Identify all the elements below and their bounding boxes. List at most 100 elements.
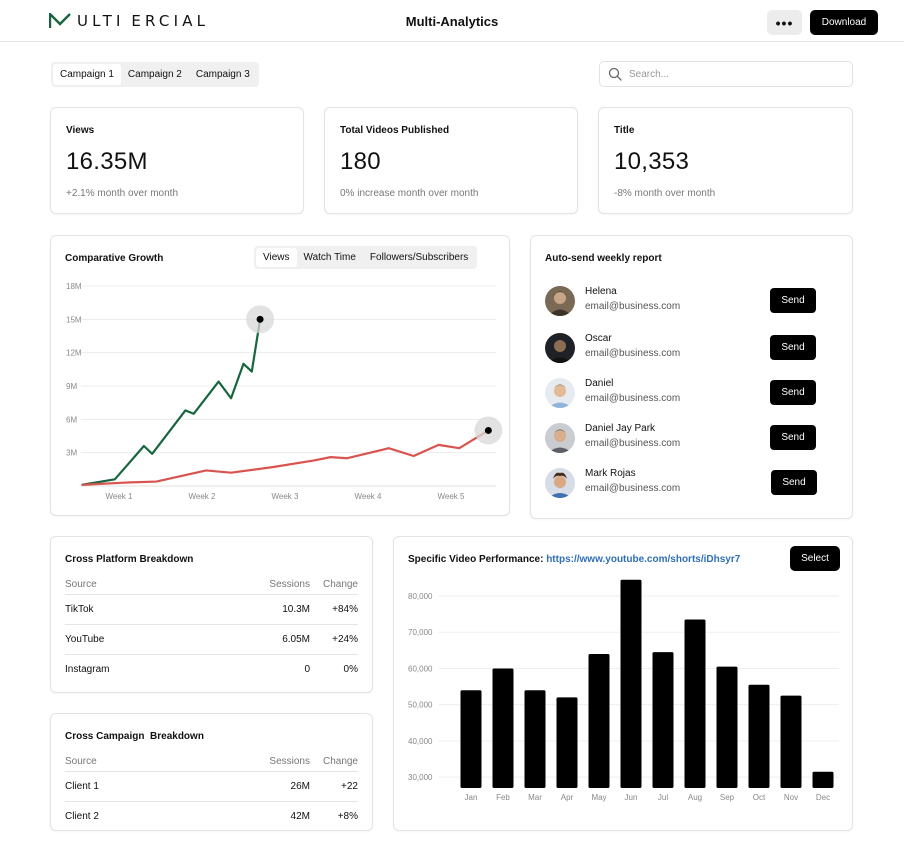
x-tick-label: May (591, 793, 606, 802)
video-performance-label: Specific Video Performance: (408, 554, 547, 565)
row-divider (65, 771, 358, 772)
y-tick-label: 30,000 (408, 773, 433, 782)
bar-jul (652, 652, 674, 788)
brand-logo[interactable]: ULTI ERCIAL (49, 12, 209, 30)
stat-value: 16.35M (66, 148, 148, 175)
more-options-button[interactable]: ••• (767, 10, 802, 35)
stat-value: 10,353 (614, 148, 690, 175)
sessions-cell: 10.3M (282, 604, 310, 615)
x-tick-label: Jul (658, 793, 668, 802)
row-divider (65, 594, 358, 595)
bar-aug (684, 619, 706, 788)
y-tick-label: 60,000 (408, 664, 433, 673)
stat-value: 180 (340, 148, 381, 175)
contact-email: email@business.com (585, 438, 681, 449)
sessions-cell: 0 (304, 664, 310, 675)
x-tick-label: Week 4 (355, 492, 383, 501)
change-cell: +24% (332, 634, 358, 645)
platform-breakdown-title: Cross Platform Breakdown (65, 554, 194, 565)
search-input[interactable] (629, 68, 829, 80)
y-tick-label: 18M (66, 282, 82, 291)
tab-followers[interactable]: Followers/Subscribers (369, 252, 469, 263)
row-divider (65, 624, 358, 625)
send-button[interactable]: Send (770, 335, 816, 360)
stat-label: Title (614, 125, 635, 136)
y-tick-label: 70,000 (408, 628, 433, 637)
tab-campaign-1[interactable]: Campaign 1 (53, 64, 121, 85)
x-tick-label: Jan (465, 793, 478, 802)
contact-name: Daniel Jay Park (585, 423, 656, 434)
tab-campaign-2[interactable]: Campaign 2 (127, 69, 182, 80)
source-cell: YouTube (65, 634, 105, 645)
y-tick-label: 15M (66, 315, 82, 324)
contact-email: email@business.com (585, 393, 681, 404)
sessions-cell: 26M (290, 781, 310, 792)
platform-breakdown-card: Cross Platform Breakdown Source Sessions… (50, 536, 373, 693)
column-header-change: Change (322, 756, 358, 767)
growth-line-chart: 18M 15M 12M 9M 6M 3M Week 1 Week 2 Week 3 Week 4 W… (66, 282, 503, 501)
select-button[interactable]: Select (790, 546, 840, 571)
tab-watch-time[interactable]: Watch Time (303, 252, 356, 263)
bar-nov (780, 695, 802, 788)
stat-card-views: Views 16.35M +2.1% month over month (50, 107, 304, 214)
change-cell: +8% (337, 811, 358, 822)
bar-dec (812, 771, 834, 788)
contact-name: Daniel (585, 378, 614, 389)
source-cell: Client 2 (65, 811, 99, 822)
column-header-change: Change (322, 579, 358, 590)
video-link[interactable]: https://www.youtube.com/shorts/iDhsyr7 (546, 554, 741, 565)
x-tick-label: Dec (816, 793, 830, 802)
column-header-source: Source (65, 756, 97, 767)
bar-may (588, 653, 610, 788)
x-tick-label: Apr (561, 793, 574, 802)
send-button[interactable]: Send (770, 288, 816, 313)
video-performance-card: Specific Video Performance: https://www.… (393, 536, 853, 831)
send-button[interactable]: Send (770, 425, 816, 450)
contact-row: Mark Rojas email@business.com (545, 466, 835, 500)
contact-row: Oscar email@business.com (545, 331, 835, 365)
brand-name: ULTI ERCIAL (77, 12, 210, 30)
search-box[interactable] (599, 61, 853, 87)
row-divider (65, 654, 358, 655)
contact-name: Mark Rojas (585, 468, 636, 479)
y-tick-label: 6M (66, 415, 77, 424)
x-tick-label: Sep (720, 793, 735, 802)
campaign-tabs: Campaign 1 Campaign 2 Campaign 3 (51, 62, 259, 87)
growth-title: Comparative Growth (65, 253, 164, 264)
contact-email: email@business.com (585, 348, 681, 359)
bar-jun (620, 579, 642, 788)
metric-tabs: Views Watch Time Followers/Subscribers (254, 246, 478, 269)
contact-name: Helena (585, 286, 617, 297)
x-tick-label: Jun (625, 793, 638, 802)
avatar (545, 378, 575, 408)
contact-name: Oscar (585, 333, 612, 344)
contact-row: Daniel email@business.com (545, 376, 835, 410)
bar-sep (716, 666, 738, 788)
avatar (545, 333, 575, 363)
contact-email: email@business.com (585, 483, 681, 494)
contact-row: Daniel Jay Park email@business.com (545, 421, 835, 455)
source-cell: Instagram (65, 664, 110, 675)
page-title: Multi-Analytics (405, 14, 499, 29)
stat-label: Total Videos Published (340, 125, 450, 136)
top-bar: ULTI ERCIAL Multi-Analytics ••• Download (0, 0, 904, 42)
x-tick-label: Mar (528, 793, 542, 802)
column-header-sessions: Sessions (269, 579, 310, 590)
tab-views[interactable]: Views (256, 248, 297, 267)
bar-apr (556, 697, 578, 788)
x-tick-label: Week 2 (189, 492, 217, 501)
campaign-breakdown-title: Cross Campaign Breakdown (65, 731, 204, 742)
send-button[interactable]: Send (770, 380, 816, 405)
tab-campaign-3[interactable]: Campaign 3 (195, 69, 250, 80)
weekly-report-card: Auto-send weekly report Helena email@bus… (530, 235, 853, 519)
avatar (545, 468, 575, 498)
series-end-point-1 (484, 426, 492, 434)
column-header-sessions: Sessions (269, 756, 310, 767)
logo-mark-icon (49, 13, 71, 28)
download-button[interactable]: Download (810, 10, 878, 35)
send-button[interactable]: Send (771, 470, 817, 495)
avatar (545, 286, 575, 316)
weekly-report-title: Auto-send weekly report (545, 253, 662, 264)
change-cell: +84% (332, 604, 358, 615)
stat-change: -8% month over month (614, 188, 716, 199)
